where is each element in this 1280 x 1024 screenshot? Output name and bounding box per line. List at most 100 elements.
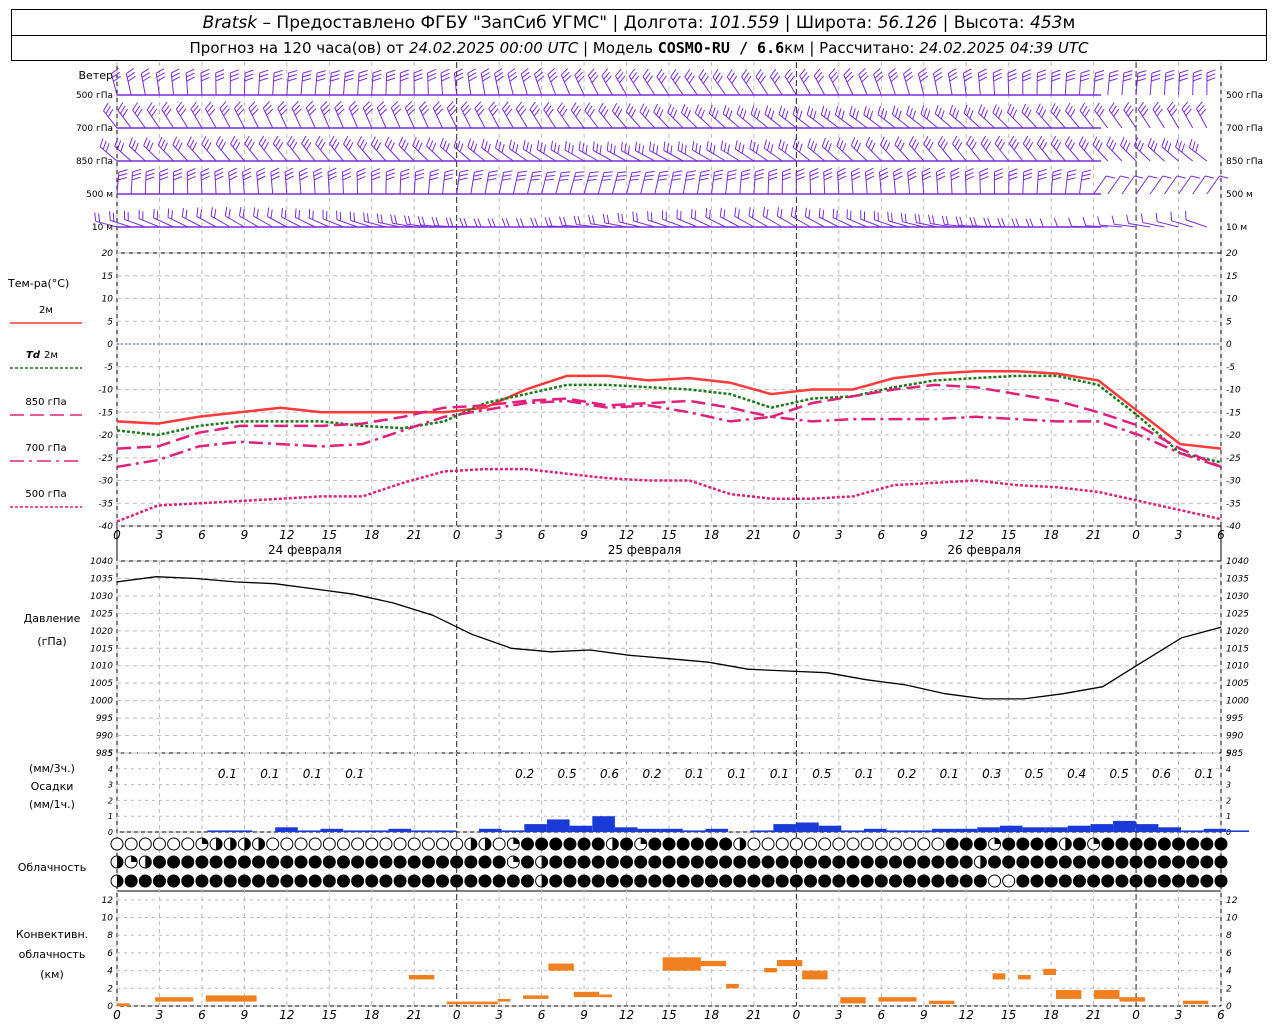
wind-barb [849,105,868,129]
cloud-symbol [903,837,917,851]
wind-barb [1021,103,1038,129]
cloud-circle [563,874,577,888]
cloud-circle [874,855,888,869]
precip-bar [365,830,389,832]
wind-barb [488,101,500,129]
wind-barb [390,101,402,129]
wind-barb [1152,101,1165,129]
cloud-symbol [1030,874,1044,888]
cloud-symbol [1044,837,1058,851]
cloud-circle [591,855,605,869]
cloud-circle [1129,837,1143,851]
cloud-symbol [789,837,803,851]
cloud-circle [1072,874,1086,888]
cloud-circle [719,855,733,869]
conv-tick-left: 0 [107,1002,113,1012]
cloud-circle [478,874,492,888]
precip-bar [773,824,796,832]
wind-barb [792,138,811,162]
cloud-symbol [464,837,478,851]
wind-barb [157,136,174,162]
cloud-circle [648,837,662,851]
precip-amount: 0.1 [855,767,874,781]
cloud-symbol [1072,837,1086,851]
temp-tick-left: -25 [98,454,113,464]
wind-barb [615,68,627,96]
wind-barb [214,167,224,195]
hour-label: 12 [619,528,634,542]
wind-barb [258,135,274,162]
cloud-circle [181,837,195,851]
cloud-symbol [138,837,152,851]
cloud-symbol [846,855,860,869]
cloud-symbol [209,874,223,888]
wind-barb [153,208,174,228]
temp-tick-right: -10 [1226,386,1241,396]
cloud-circle [1115,855,1129,869]
wind-barb [1111,215,1137,228]
temp-tick-left: -35 [98,499,113,509]
wind-barb [329,135,344,162]
cloud-circle [591,874,605,888]
cloud-symbol [549,855,563,869]
cloud-symbol [294,837,308,851]
cloud-symbol [464,874,478,888]
temp-title: Тем-ра(°С) [7,277,69,290]
cloud-circle [903,874,917,888]
pressure-title: Давление [24,612,81,625]
precip-tick-left: 5 [108,749,113,758]
cloud-circle [1002,837,1016,851]
wind-barb [427,169,440,195]
wind-barb [123,210,146,228]
cloud-symbol [549,837,563,851]
cloud-symbol [1016,855,1030,869]
pres-tick-right: 990 [1226,732,1243,742]
wind-barb [769,68,783,96]
wind-barb [712,69,727,96]
cloud-symbol [860,837,874,851]
temp-tick-left: 0 [107,340,113,350]
wind-barb [858,68,869,96]
wind-barb [399,69,409,96]
cloud-symbol [832,837,846,851]
cloud-symbol [903,855,917,869]
wind-barb [611,171,627,195]
wind-barb [846,209,868,228]
cloud-symbol [379,874,393,888]
cloud-circle [1186,855,1200,869]
cloud-circle [1101,855,1115,869]
cloud-circle [464,855,478,869]
wind-barb [828,68,840,96]
conv-tick-right: 12 [1226,896,1238,906]
wind-barb [1192,175,1215,195]
wind-barb [649,141,670,162]
hour-label: 21 [407,528,422,542]
wind-barb [818,207,840,228]
precip-bar [886,830,910,832]
cloud-circle [266,855,280,869]
hour-label: 3 [495,528,503,542]
wind-barb [172,136,189,162]
pres-tick-right: 1010 [1226,662,1249,672]
precip-bar [796,822,819,832]
wind-barb [764,105,783,129]
cloud-half [117,875,123,887]
wind-level-label-left: 500 гПа [76,91,113,101]
wind-barb [215,135,231,162]
wind-barb [1035,103,1052,129]
wind-barb [917,68,929,96]
wind-barb [597,171,613,195]
cloud-half [612,838,619,850]
header-row-forecast: Прогноз на 120 часа(ов) от 24.02.2025 00… [189,39,1089,57]
longitude: 101.559 [708,13,780,33]
precip-tick-right: 0 [1226,828,1231,837]
cloud-circle [577,837,591,851]
wind-barb [453,138,472,162]
conv-bar [1056,990,1082,999]
cloud-symbol [818,874,832,888]
cloud-circle [1172,837,1186,851]
provider: Предоставлено ФГБУ "ЗапСиб УГМС" [276,13,608,33]
pres-tick-right: 1015 [1226,644,1249,654]
temp-series-line [116,370,1222,450]
pres-tick-right: 985 [1226,749,1243,759]
